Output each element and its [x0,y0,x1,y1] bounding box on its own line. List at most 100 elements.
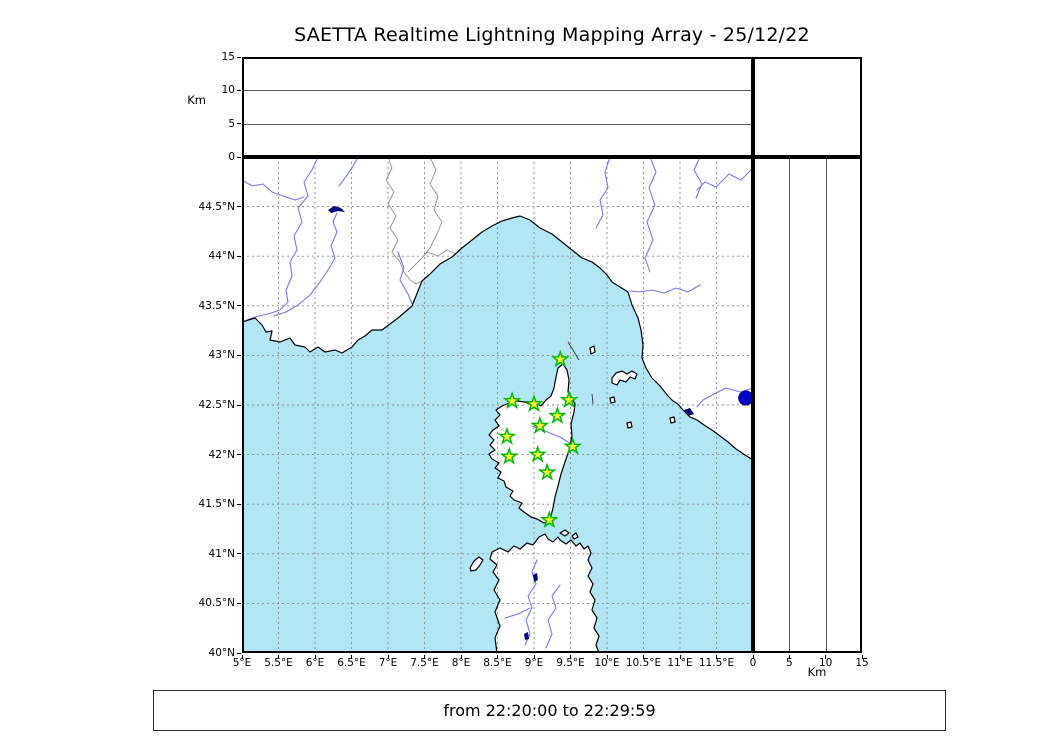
river-var [397,251,413,305]
river-po-4 [693,157,703,199]
lon-tick-label: 10°E [594,657,620,669]
time-range-status-bar: from 22:20:00 to 22:29:59 [153,690,946,731]
river-sardinia-2 [545,584,561,649]
lat-tick-label: 41°N [208,547,235,560]
lat-tick-label: 44°N [208,250,235,263]
right-panel-tick-mark [788,655,790,659]
lake-sardinia-2 [524,632,529,640]
lat-tick-mark [237,255,241,257]
station-star-marker [563,436,583,455]
corner-panel [753,57,862,157]
lat-tick-mark [237,206,241,208]
lat-tick-mark [237,602,241,604]
lon-tick-label: 7°E [378,657,398,669]
top-panel-tick-mark [237,123,241,125]
graticule-grid [242,157,753,653]
lon-tick-mark [643,655,644,659]
lon-tick-label: 10.5°E [625,657,662,669]
river-po-1 [595,157,611,229]
right-panel-tick-label: 10 [818,657,833,669]
lake-serre-poncon [328,206,345,213]
lon-tick-label: 8.5°E [483,657,512,669]
lon-tick-label: 6.5°E [337,657,366,669]
river-ombrone [696,387,753,408]
lon-tick-label: 6°E [305,657,325,669]
lat-tick-label: 44.5°N [198,200,235,213]
lon-tick-mark [351,655,352,659]
time-range-text: from 22:20:00 to 22:29:59 [443,701,656,720]
station-star-marker [524,394,544,413]
right-panel-gridline [789,157,791,653]
top-panel-tick-mark [237,89,241,91]
station-star-marker [547,405,567,425]
right-panel-tick-mark [752,655,754,659]
right-panel-gridline [825,157,827,653]
top-panel-tick-mark [237,56,241,58]
lat-tick-mark [237,553,241,555]
lat-tick-label: 42.5°N [198,399,235,411]
river-arno [629,284,701,294]
border-segment-2 [407,157,443,273]
station-star-marker [550,349,570,368]
lat-tick-mark [237,454,241,456]
lagoon-orbetello [684,408,694,416]
river-po-3 [696,167,753,191]
sardinia-island [490,534,599,653]
top-panel-tick-label: 15 [221,51,235,63]
station-star-marker [537,462,557,481]
lon-tick-mark [533,655,535,659]
altitude-longitude-panel [242,57,753,157]
river-sardinia-1 [524,559,538,646]
map-canvas [242,157,753,653]
lon-tick-mark [716,655,717,659]
lon-tick-label: 7.5°E [410,657,439,669]
altitude-latitude-panel [753,157,862,653]
lon-tick-label: 11.5°E [698,657,735,669]
border-segment-3 [426,249,457,257]
right-panel-tick-label: 15 [855,657,869,669]
river-tributary [242,179,305,201]
lat-tick-label: 41.5°N [198,498,235,511]
right-panel-tick-label: 5 [785,657,793,669]
top-panel-km-label: Km [187,93,206,107]
sea-mark-1 [567,341,580,361]
lon-tick-mark [606,655,608,659]
top-panel-tick-label: 10 [221,84,235,97]
lon-tick-label: 5°E [232,657,252,669]
border-france-italy [385,157,422,285]
lake-sardinia-1 [533,573,538,582]
lon-tick-mark [570,655,571,659]
lat-tick-mark [237,404,241,406]
right-panel-tick-mark [825,655,827,659]
top-panel-gridline [242,123,753,125]
lat-tick-mark [237,305,241,307]
lat-tick-label: 42°N [208,448,235,461]
station-star-marker [530,415,550,434]
river-durance [273,212,338,317]
river-north [338,157,359,187]
lat-tick-label: 40.5°N [198,597,235,610]
river-po-2 [644,157,657,273]
lon-tick-mark [460,655,462,659]
station-star-marker [559,390,579,409]
lat-tick-mark [237,503,241,505]
top-panel-tick-mark [237,156,241,158]
lat-tick-label: 43°N [208,349,235,362]
river-sardinia-1b [504,607,531,619]
lon-tick-label: 5.5°E [264,657,293,669]
lon-tick-mark [314,655,316,659]
right-panel-km-label: Km [807,665,827,679]
top-panel-gridline [242,90,753,92]
lon-tick-label: 9°E [524,657,544,669]
markers-layer [497,349,753,529]
lat-tick-label: 40°N [208,647,235,659]
lon-tick-label: 11°E [667,657,693,669]
lon-tick-mark [679,655,681,659]
detection-dot-marker [738,390,753,406]
lon-tick-mark [278,655,279,659]
lat-tick-label: 43.5°N [198,299,235,312]
sea-mark-2 [591,393,594,405]
right-panel-tick-mark [861,655,863,659]
lon-tick-mark [241,655,243,659]
